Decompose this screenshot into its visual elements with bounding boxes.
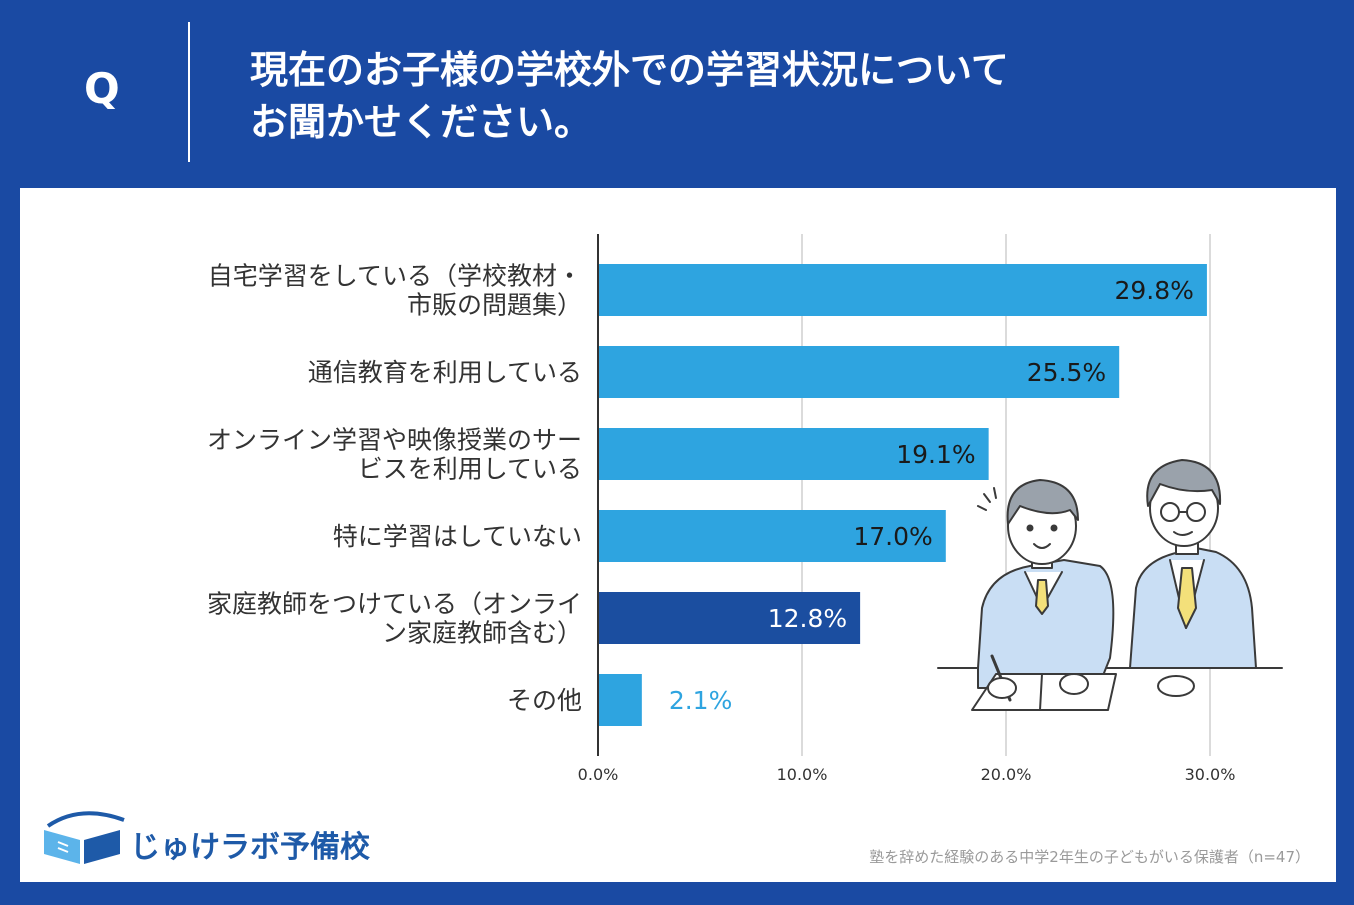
bar	[599, 510, 946, 562]
category-label: 自宅学習をしている（学校教材・	[208, 262, 582, 291]
question-title: 現在のお子様の学校外での学習状況について お聞かせください。	[250, 44, 1250, 148]
x-tick-label: 20.0%	[981, 765, 1032, 784]
bar	[599, 674, 642, 726]
category-label: ビスを利用している	[358, 455, 582, 484]
teacher-student-illustration	[937, 459, 1283, 711]
x-tick-label: 30.0%	[1185, 765, 1236, 784]
survey-footnote: 塾を辞めた経験のある中学2年生の子どもがいる保護者（n=47）	[869, 848, 1310, 866]
category-label: その他	[507, 686, 582, 715]
bar-value-label: 19.1%	[896, 440, 975, 469]
bar-value-label: 12.8%	[768, 604, 847, 633]
question-title-line-1: 現在のお子様の学校外での学習状況について	[250, 48, 1009, 92]
x-tick-label: 0.0%	[578, 765, 619, 784]
category-label: ン家庭教師含む）	[382, 619, 582, 648]
bar	[599, 264, 1207, 316]
category-label: 通信教育を利用している	[308, 358, 582, 387]
chart-panel: 0.0% 10.0% 20.0% 30.0% 29.8% 自宅学習をしている（学校教材・市…	[20, 188, 1336, 882]
category-label: オンライン学習や映像授業のサー	[207, 426, 582, 455]
brand-logo-text: じゅけラボ予備校	[130, 830, 370, 865]
bar-value-label: 17.0%	[853, 522, 932, 551]
bar	[599, 592, 861, 644]
header-divider	[188, 22, 190, 162]
question-label: Q	[84, 64, 120, 113]
bar-value-label: 2.1%	[669, 686, 733, 715]
bar-value-label: 25.5%	[1027, 358, 1106, 387]
book-icon	[44, 811, 125, 864]
bar	[599, 428, 989, 480]
category-label: 家庭教師をつけている（オンライ	[207, 590, 582, 619]
bar	[599, 346, 1120, 398]
category-label: 特に学習はしていない	[333, 522, 582, 551]
bar-chart: 0.0% 10.0% 20.0% 30.0% 29.8% 自宅学習をしている（学校教材・市…	[207, 234, 1283, 784]
x-tick-label: 10.0%	[777, 765, 828, 784]
question-title-line-2: お聞かせください。	[250, 100, 593, 144]
category-label: 市販の問題集）	[407, 291, 582, 320]
bar-value-label: 29.8%	[1114, 276, 1193, 305]
